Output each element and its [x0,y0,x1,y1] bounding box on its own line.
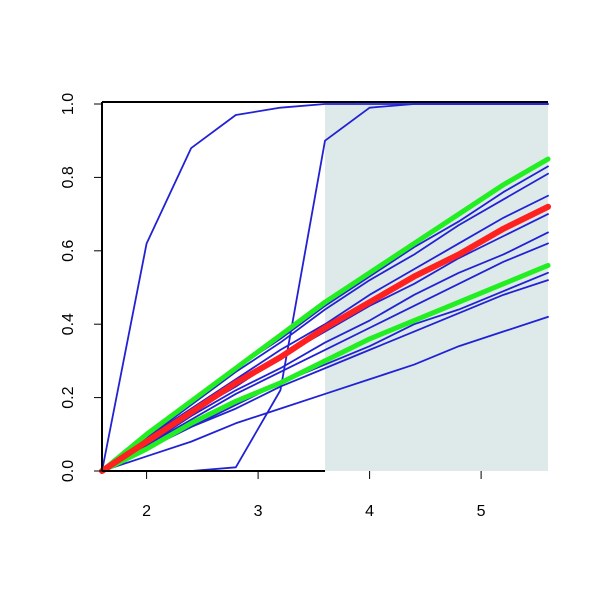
y-tick-label: 0.0 [60,460,77,482]
x-tick-label: 5 [477,503,486,520]
x-tick-label: 3 [254,503,263,520]
axis-frame [101,101,548,472]
series-line [99,262,551,474]
series-line [101,172,549,472]
x-tick-label: 2 [142,503,151,520]
y-tick-label: 0.8 [60,166,77,188]
y-tick-label: 0.6 [60,240,77,262]
x-tick-label: 4 [365,503,374,520]
series-line [101,315,549,472]
y-tick-label: 0.4 [60,313,77,335]
series-line [101,242,549,472]
y-tick-label: 1.0 [60,93,77,115]
series-line [99,156,551,474]
shaded-region [325,102,548,471]
series-line [101,194,549,472]
series-line [101,231,549,472]
series-line [99,203,551,474]
y-tick-label: 0.2 [60,386,77,408]
